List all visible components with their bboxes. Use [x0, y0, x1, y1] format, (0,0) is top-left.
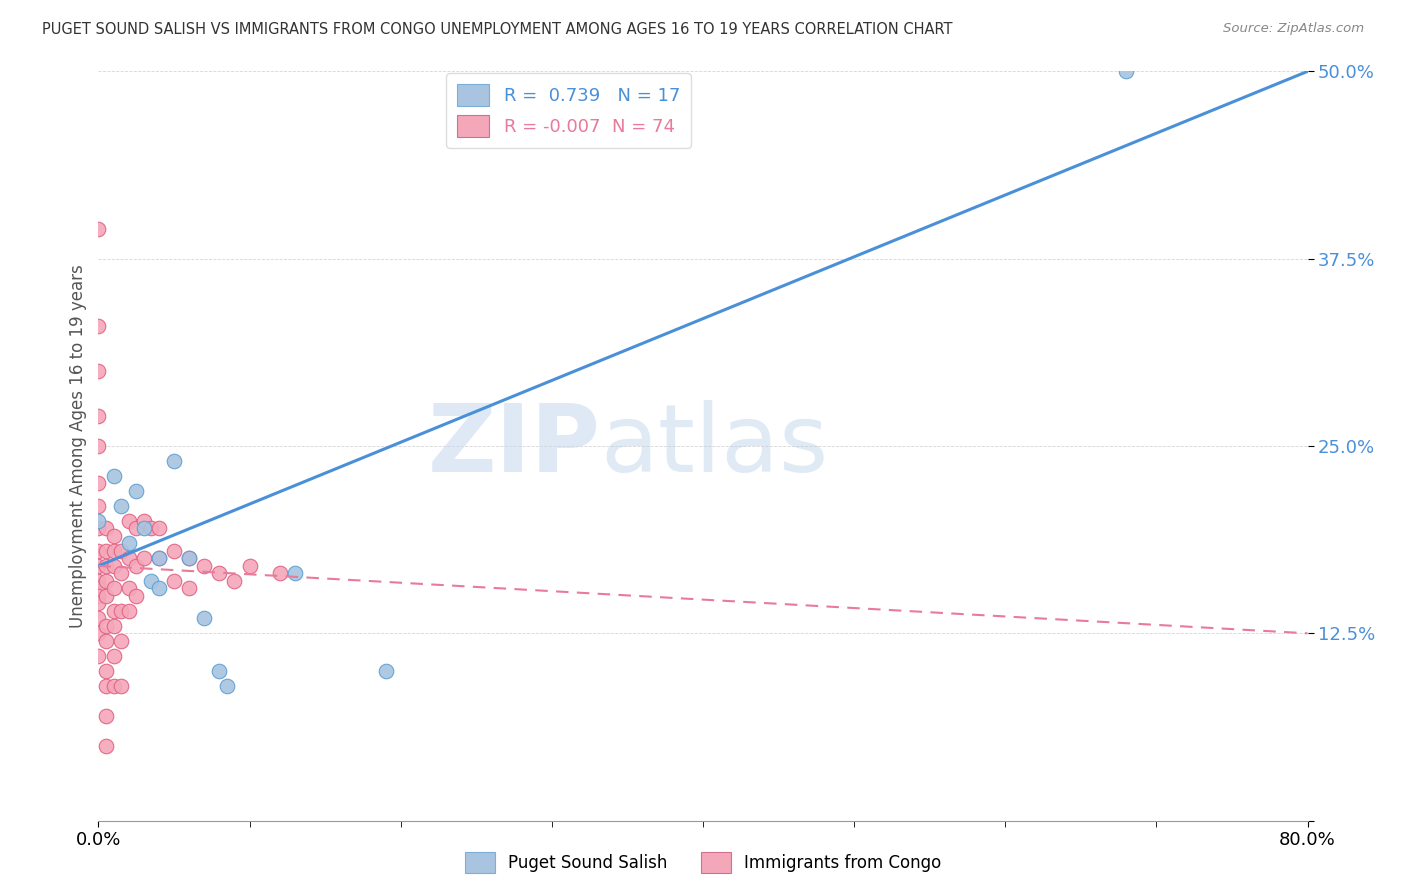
Point — [118, 551, 141, 566]
Point — [87, 596, 110, 610]
Point — [374, 664, 396, 678]
Point — [148, 582, 170, 596]
Point — [87, 589, 110, 603]
Point — [208, 664, 231, 678]
Point — [87, 626, 110, 640]
Point — [87, 648, 110, 663]
Point — [125, 589, 148, 603]
Point — [94, 574, 117, 588]
Point — [132, 521, 155, 535]
Point — [193, 558, 215, 573]
Point — [103, 469, 125, 483]
Point — [118, 514, 141, 528]
Point — [87, 364, 110, 378]
Point — [94, 619, 117, 633]
Text: ZIP: ZIP — [427, 400, 600, 492]
Point — [163, 454, 186, 468]
Point — [87, 558, 110, 573]
Point — [87, 544, 110, 558]
Legend: R =  0.739   N = 17, R = -0.007  N = 74: R = 0.739 N = 17, R = -0.007 N = 74 — [446, 73, 690, 148]
Point — [110, 544, 132, 558]
Point — [103, 619, 125, 633]
Text: Source: ZipAtlas.com: Source: ZipAtlas.com — [1223, 22, 1364, 36]
Point — [87, 611, 110, 625]
Point — [179, 551, 201, 566]
Point — [132, 551, 155, 566]
Point — [94, 521, 117, 535]
Point — [87, 582, 110, 596]
Point — [118, 582, 141, 596]
Point — [87, 409, 110, 423]
Point — [94, 544, 117, 558]
Point — [94, 708, 117, 723]
Point — [179, 582, 201, 596]
Point — [125, 521, 148, 535]
Point — [148, 521, 170, 535]
Point — [103, 679, 125, 693]
Point — [163, 544, 186, 558]
Point — [103, 582, 125, 596]
Point — [193, 611, 215, 625]
Point — [110, 633, 132, 648]
Point — [87, 499, 110, 513]
Text: PUGET SOUND SALISH VS IMMIGRANTS FROM CONGO UNEMPLOYMENT AMONG AGES 16 TO 19 YEA: PUGET SOUND SALISH VS IMMIGRANTS FROM CO… — [42, 22, 953, 37]
Point — [141, 574, 163, 588]
Point — [103, 648, 125, 663]
Point — [103, 529, 125, 543]
Point — [94, 589, 117, 603]
Point — [132, 514, 155, 528]
Point — [118, 604, 141, 618]
Point — [215, 679, 238, 693]
Point — [110, 499, 132, 513]
Point — [224, 574, 246, 588]
Point — [94, 558, 117, 573]
Point — [87, 574, 110, 588]
Point — [94, 633, 117, 648]
Point — [179, 551, 201, 566]
Point — [148, 551, 170, 566]
Point — [118, 536, 141, 550]
Point — [148, 551, 170, 566]
Point — [87, 476, 110, 491]
Point — [94, 739, 117, 753]
Point — [125, 558, 148, 573]
Point — [87, 319, 110, 334]
Point — [208, 566, 231, 581]
Point — [239, 558, 262, 573]
Point — [110, 679, 132, 693]
Point — [87, 439, 110, 453]
Point — [87, 514, 110, 528]
Point — [163, 574, 186, 588]
Point — [141, 521, 163, 535]
Point — [103, 544, 125, 558]
Point — [110, 604, 132, 618]
Point — [125, 483, 148, 498]
Point — [269, 566, 291, 581]
Point — [1115, 64, 1137, 78]
Point — [87, 521, 110, 535]
Point — [103, 604, 125, 618]
Text: atlas: atlas — [600, 400, 828, 492]
Y-axis label: Unemployment Among Ages 16 to 19 years: Unemployment Among Ages 16 to 19 years — [69, 264, 87, 628]
Point — [110, 566, 132, 581]
Point — [284, 566, 307, 581]
Point — [103, 558, 125, 573]
Point — [94, 664, 117, 678]
Point — [87, 221, 110, 235]
Legend: Puget Sound Salish, Immigrants from Congo: Puget Sound Salish, Immigrants from Cong… — [458, 846, 948, 880]
Point — [94, 679, 117, 693]
